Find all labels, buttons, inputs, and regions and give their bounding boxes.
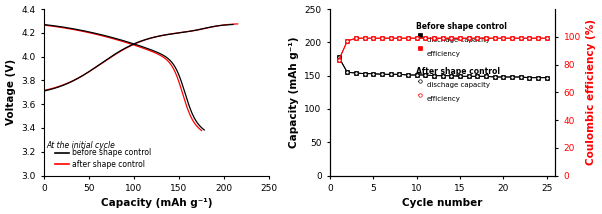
Text: Before shape control: Before shape control: [415, 22, 506, 31]
Legend: before shape control, after shape control: before shape control, after shape contro…: [52, 145, 154, 172]
Y-axis label: Coulombic efficiency (%): Coulombic efficiency (%): [586, 19, 597, 165]
Text: After shape control: After shape control: [415, 67, 500, 76]
Text: dischage capacity: dischage capacity: [427, 82, 490, 88]
Text: At the initial cycle: At the initial cycle: [46, 141, 116, 150]
Text: efficiency: efficiency: [427, 51, 461, 57]
Y-axis label: Capacity (mAh g⁻¹): Capacity (mAh g⁻¹): [289, 37, 299, 148]
X-axis label: Cycle number: Cycle number: [403, 198, 483, 208]
Text: dischage capacity: dischage capacity: [427, 37, 490, 43]
Y-axis label: Voltage (V): Voltage (V): [5, 59, 16, 125]
X-axis label: Capacity (mAh g⁻¹): Capacity (mAh g⁻¹): [101, 198, 213, 208]
Text: efficiency: efficiency: [427, 96, 461, 102]
